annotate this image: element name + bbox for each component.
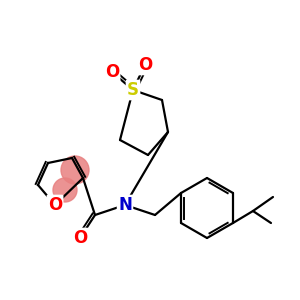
Circle shape (61, 156, 89, 184)
Text: O: O (73, 229, 87, 247)
Text: O: O (138, 56, 152, 74)
Text: O: O (105, 63, 119, 81)
Text: N: N (118, 196, 132, 214)
Text: O: O (48, 196, 62, 214)
Text: S: S (127, 81, 139, 99)
Circle shape (53, 178, 77, 202)
